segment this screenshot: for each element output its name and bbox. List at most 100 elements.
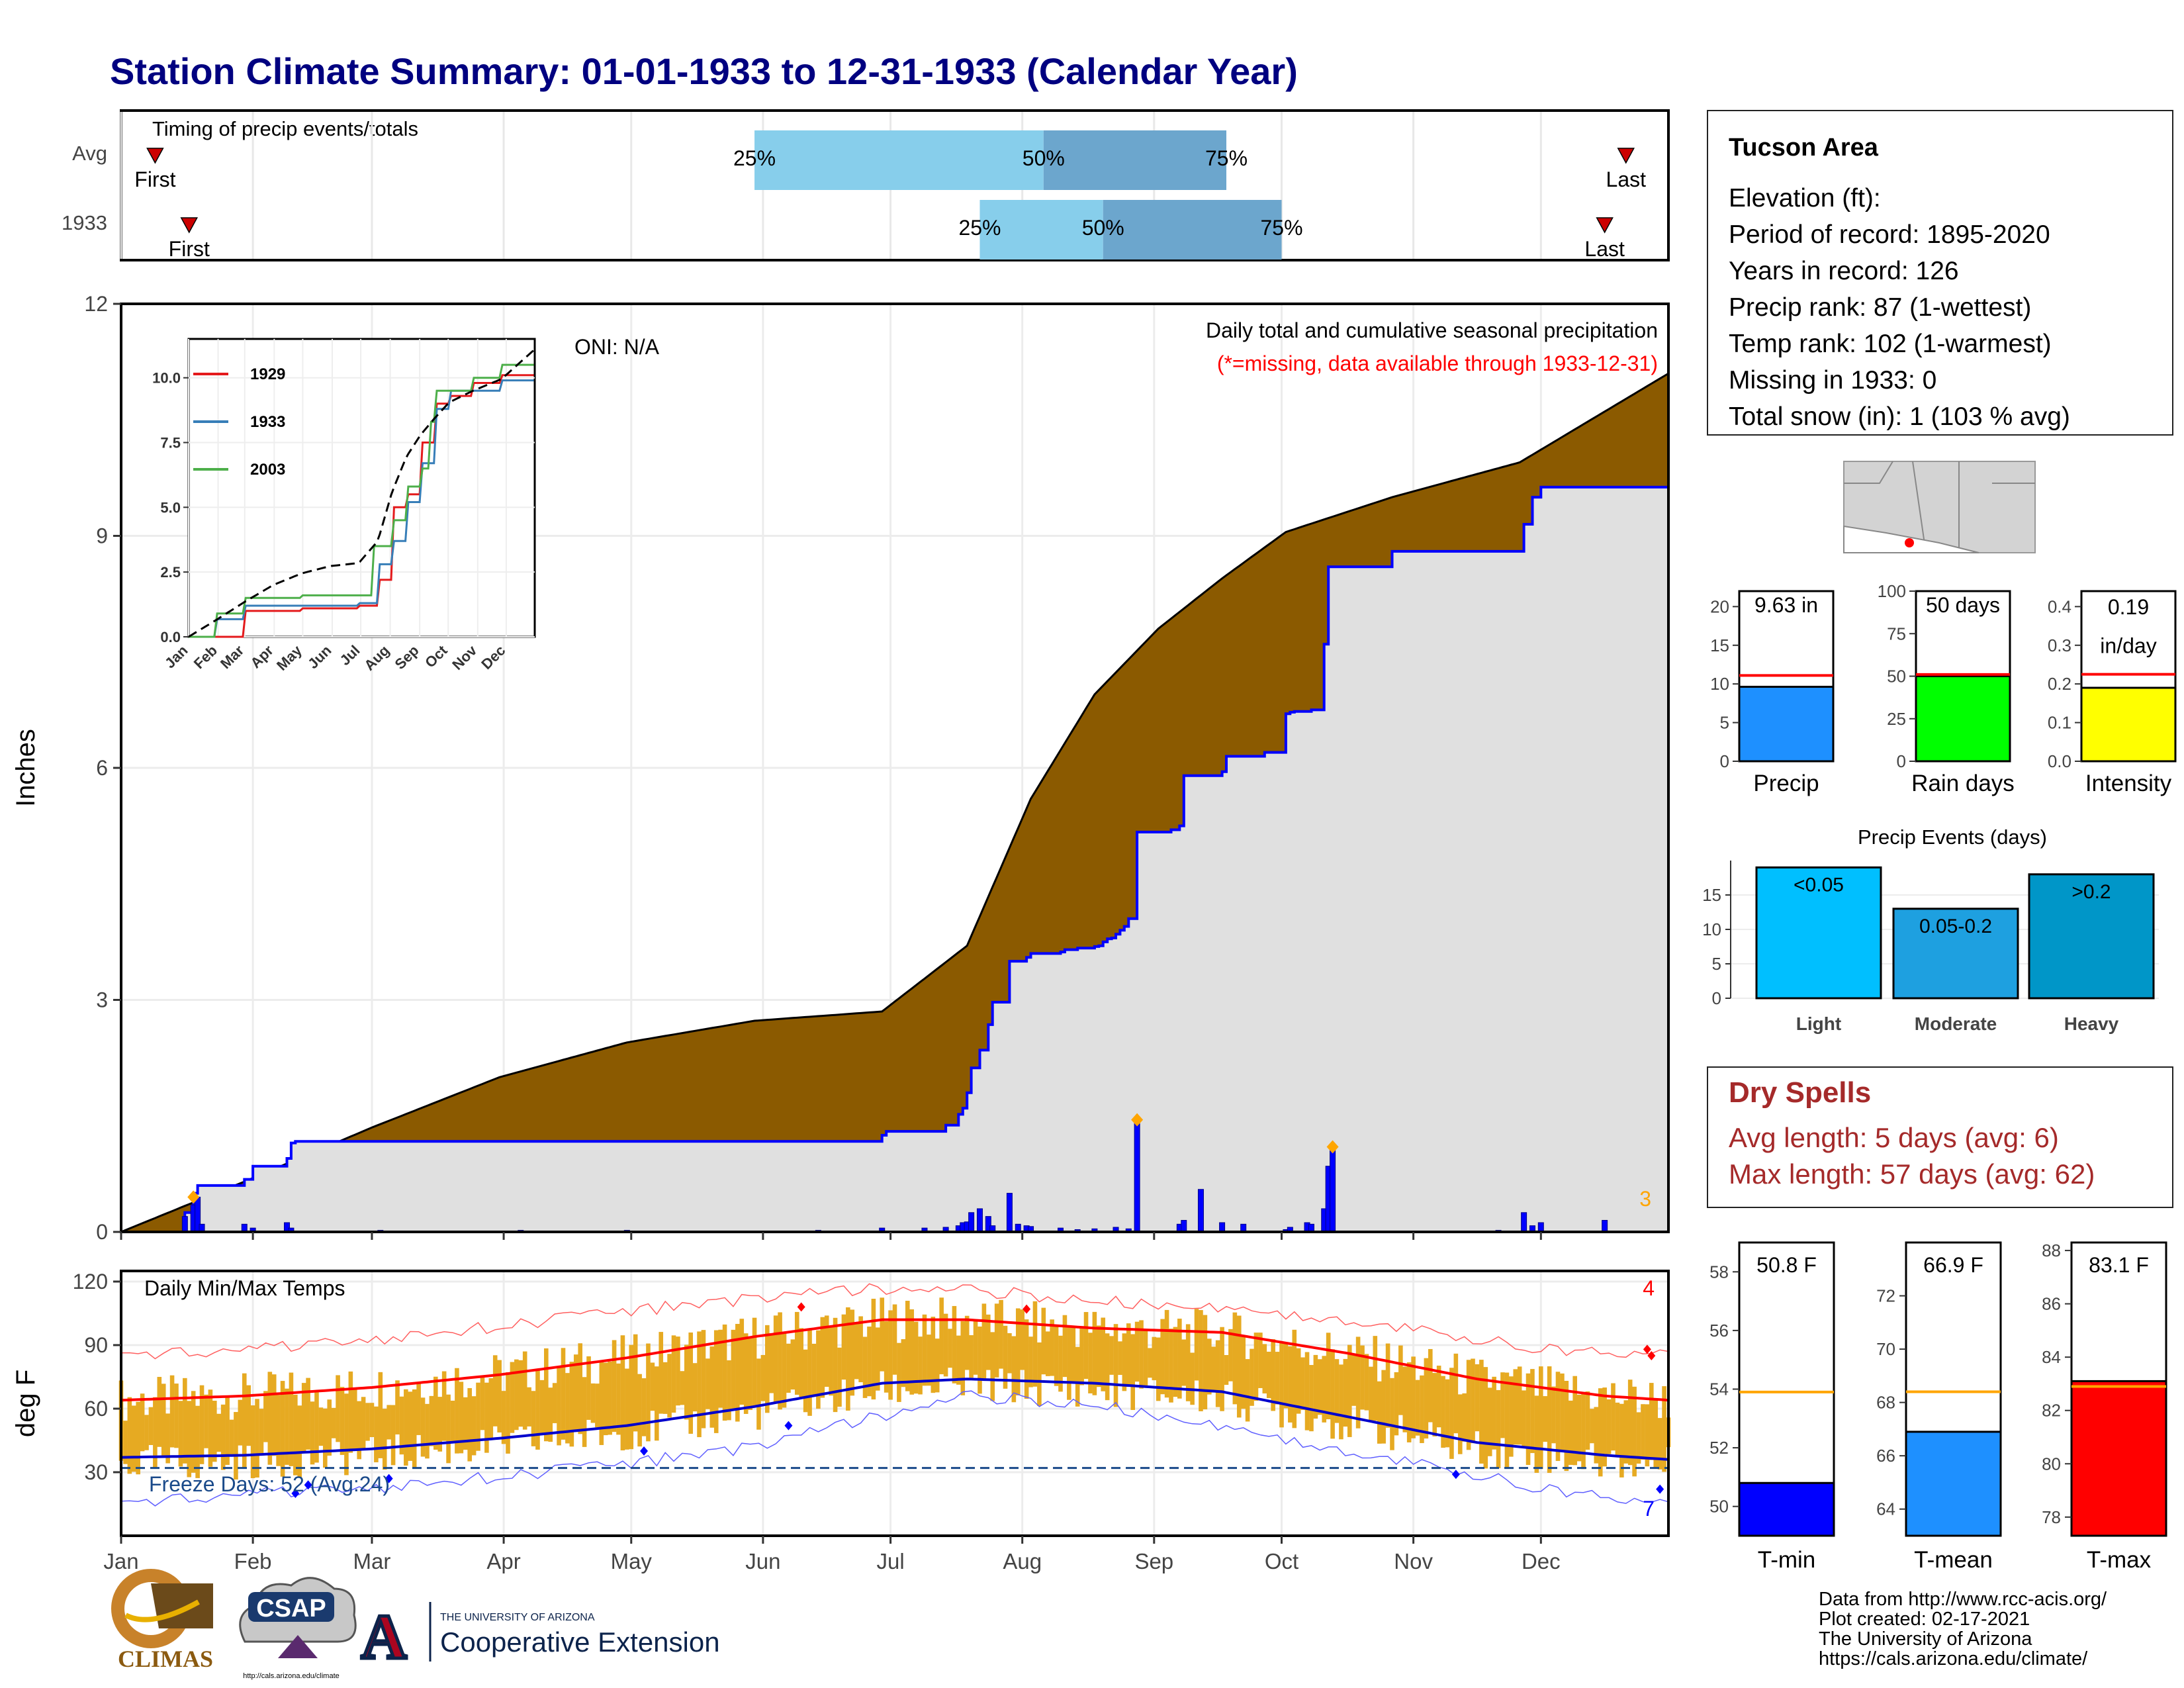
climas-logo-shape <box>151 1583 213 1628</box>
summary-bar-tick-label: 75 <box>1887 624 1906 643</box>
daily-temp-bar <box>157 1377 162 1447</box>
daily-temp-bar <box>1236 1315 1242 1418</box>
daily-temp-bar <box>599 1361 604 1445</box>
timing-bar-q25-q50 <box>754 130 1044 190</box>
month-label: Feb <box>234 1549 272 1573</box>
timing-q75-label: 75% <box>1260 216 1302 240</box>
timing-bar-q50-q75 <box>1103 200 1282 259</box>
daily-temp-bar <box>892 1304 897 1375</box>
daily-temp-bar <box>1555 1372 1561 1462</box>
climas-logo-sun <box>124 1599 200 1622</box>
daily-temp-bar <box>786 1343 791 1393</box>
daily-temp-bar <box>807 1328 812 1416</box>
daily-temp-bar <box>1020 1309 1024 1370</box>
daily-temp-bar <box>327 1399 332 1456</box>
daily-temp-bar <box>488 1378 494 1439</box>
daily-temp-bar <box>1369 1366 1373 1422</box>
record-high-marker <box>1643 1344 1651 1354</box>
daily-temp-bar <box>441 1371 447 1441</box>
temp-frame <box>120 1270 1670 1537</box>
daily-temp-bar <box>1657 1418 1662 1470</box>
daily-temp-bar <box>969 1335 974 1378</box>
daily-temp-bar <box>765 1325 770 1413</box>
daily-temp-bar <box>671 1335 676 1413</box>
temp-bar-tick-label: 66 <box>1876 1446 1895 1466</box>
events-bar <box>1892 908 2019 1000</box>
daily-temp-bar <box>752 1317 757 1406</box>
daily-temp-bar <box>1283 1343 1289 1409</box>
daily-temp-bar <box>1441 1376 1445 1448</box>
credit-line: https://cals.arizona.edu/climate/ <box>1819 1648 2088 1669</box>
daily-precip-bar <box>1521 1212 1527 1233</box>
daily-temp-bar <box>378 1372 383 1458</box>
month-label: Jan <box>103 1549 138 1573</box>
daily-temp-bar <box>1300 1357 1305 1411</box>
daily-temp-bar <box>773 1315 778 1402</box>
daily-temp-bar <box>603 1362 608 1436</box>
timing-q25-label: 25% <box>733 146 776 170</box>
temp-bar-tick-label: 84 <box>2042 1347 2061 1367</box>
daily-temp-bar <box>854 1323 859 1380</box>
daily-temp-bar <box>1649 1383 1654 1460</box>
daily-temp-bar <box>250 1405 255 1478</box>
dry-spells-frame <box>1707 1066 2173 1208</box>
daily-temp-bar <box>633 1334 638 1432</box>
summary-bar-value: in/day <box>2100 633 2156 657</box>
daily-temp-bar <box>927 1335 931 1386</box>
daily-temp-bar <box>518 1360 523 1427</box>
daily-temp-bar <box>1271 1339 1275 1411</box>
daily-temp-bar <box>1309 1365 1314 1432</box>
ua-letter: A <box>361 1601 406 1672</box>
daily-temp-bar <box>1241 1336 1246 1409</box>
record-low-marker <box>640 1446 649 1456</box>
daily-temp-bar <box>1492 1376 1496 1450</box>
temp-bar-tick-label: 78 <box>2042 1507 2061 1527</box>
inset-series-line <box>189 379 534 638</box>
daily-temp-bar <box>178 1401 183 1467</box>
daily-temp-bar <box>990 1332 995 1401</box>
daily-temp-bar <box>1334 1359 1340 1423</box>
daily-temp-bar <box>471 1396 477 1456</box>
daily-temp-bar <box>1568 1400 1573 1465</box>
daily-temp-bar <box>676 1336 680 1406</box>
daily-temp-bar <box>412 1389 417 1469</box>
daily-temp-bar <box>1390 1378 1394 1450</box>
daily-temp-bar <box>1275 1352 1280 1405</box>
daily-temp-bar <box>662 1362 668 1414</box>
daily-temp-bar <box>336 1375 340 1442</box>
daily-temp-bar <box>1513 1369 1518 1445</box>
temp-ytick-label: 30 <box>84 1460 108 1484</box>
daily-temp-bar <box>127 1397 132 1474</box>
daily-temp-bar <box>1653 1399 1659 1468</box>
summary-bar-tick-label: 0.4 <box>2048 596 2071 616</box>
daily-temp-bar <box>357 1401 361 1460</box>
inset-ytick-label: 5.0 <box>160 499 181 516</box>
daily-temp-bar <box>1313 1354 1318 1419</box>
daily-temp-bar <box>1509 1376 1514 1457</box>
csap-logo: CSAP http://cals.arizona.edu/climate <box>239 1577 357 1680</box>
daily-temp-bar <box>1318 1359 1322 1415</box>
summary-bar-tick-label: 15 <box>1710 635 1729 655</box>
daily-temp-bar <box>646 1343 651 1442</box>
timing-last-label: Last <box>1606 167 1647 191</box>
daily-temp-bar <box>1215 1340 1220 1407</box>
timing-bar-q50-q75 <box>1043 130 1226 190</box>
daily-temp-bar <box>1623 1400 1629 1464</box>
daily-temp-bar <box>1058 1335 1063 1392</box>
daily-temp-bar <box>501 1391 506 1444</box>
daily-temp-bar <box>718 1329 723 1408</box>
summary-bar-tick-label: 0.2 <box>2048 674 2071 694</box>
precip-missing-note: (*=missing, data available through 1933-… <box>1217 352 1658 375</box>
summary-bar-tick-label: 0.1 <box>2048 713 2071 733</box>
station-line: Period of record: 1895-2020 <box>1729 220 2050 249</box>
daily-temp-bar <box>420 1397 426 1457</box>
temp-ylabel: deg F <box>11 1370 40 1437</box>
daily-precip-bar <box>1219 1222 1226 1233</box>
station-line: Total snow (in): 1 (103 % avg) <box>1729 402 2070 431</box>
daily-temp-bar <box>667 1354 672 1418</box>
locator-map <box>1843 461 2036 553</box>
temp-bar-tick-label: 86 <box>2042 1294 2061 1314</box>
daily-temp-bar <box>174 1383 179 1448</box>
summary-bar-value: 0.19 <box>2108 595 2149 619</box>
daily-temp-bar <box>285 1388 289 1465</box>
